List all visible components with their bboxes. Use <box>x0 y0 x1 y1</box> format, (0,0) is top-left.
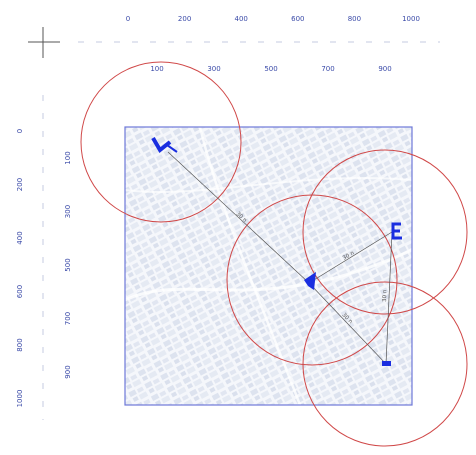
ruler-left: 0 200 400 600 800 1000 100 300 500 700 900 <box>16 95 72 420</box>
link-lines <box>167 151 393 365</box>
ruler-tick-label: 0 <box>16 129 24 133</box>
link-label-bd: 30 n <box>382 289 388 302</box>
ruler-tick-label: 300 <box>64 205 72 218</box>
ruler-tick-label: 800 <box>16 338 24 351</box>
ruler-tick-label: 0 <box>126 15 130 23</box>
ruler-tick-label: 600 <box>291 15 304 23</box>
map-frame <box>124 126 413 406</box>
ruler-tick-label: 600 <box>16 285 24 298</box>
marker-d[interactable] <box>382 361 391 366</box>
ruler-tick-label: 700 <box>321 65 334 73</box>
marker-c[interactable] <box>304 272 316 290</box>
range-circles <box>80 61 468 447</box>
ruler-tick-label: 100 <box>150 65 163 73</box>
ruler-tick-label: 400 <box>235 15 248 23</box>
map-tile <box>124 126 413 406</box>
ruler-tick-label: 400 <box>16 231 24 244</box>
marker-b[interactable] <box>391 222 402 240</box>
ruler-tick-label: 800 <box>348 15 361 23</box>
range-circle-b <box>302 149 468 315</box>
range-circle-d <box>302 281 468 447</box>
ruler-tick-label: 500 <box>264 65 277 73</box>
ruler-tick-label: 500 <box>64 258 72 271</box>
ruler-tick-label: 900 <box>378 65 391 73</box>
crosshair-icon <box>28 27 60 58</box>
ruler-tick-label: 200 <box>178 15 191 23</box>
ruler-tick-label: 300 <box>207 65 220 73</box>
ruler-tick-label: 900 <box>64 365 72 378</box>
ruler-tick-label: 200 <box>16 178 24 191</box>
ruler-top: 0 200 400 600 800 1000 100 300 500 700 900 <box>78 15 440 73</box>
ruler-tick-label: 100 <box>64 151 72 164</box>
link-label-cb: 30 n <box>342 250 356 262</box>
ruler-tick-label: 700 <box>64 312 72 325</box>
marker-a[interactable] <box>151 136 178 154</box>
ruler-tick-label: 1000 <box>402 15 420 23</box>
range-circle-a <box>80 61 242 223</box>
ruler-tick-label: 1000 <box>16 390 24 408</box>
